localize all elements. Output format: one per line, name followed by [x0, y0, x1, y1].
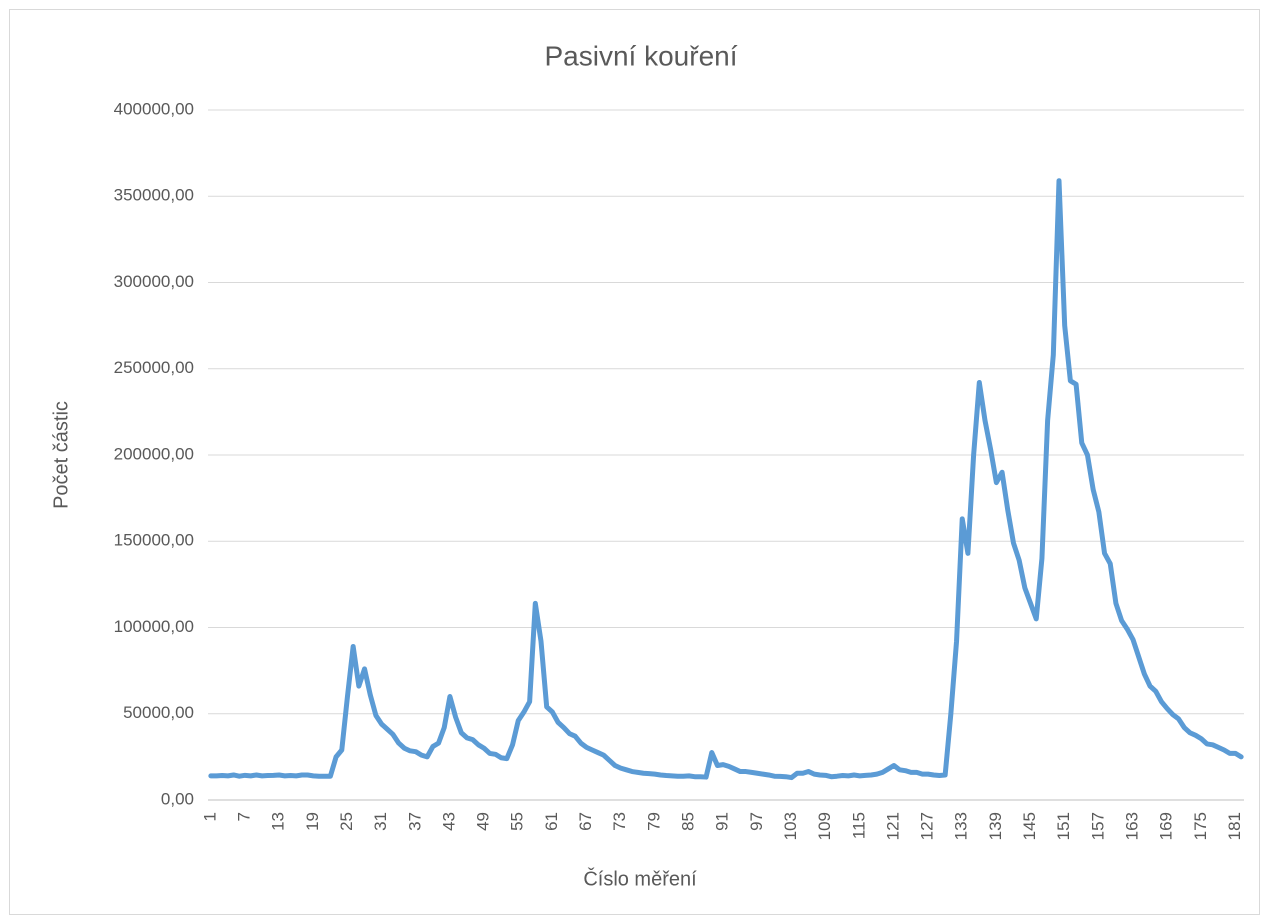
x-tick-label: 109 — [815, 812, 834, 840]
y-tick-label: 200000,00 — [114, 444, 194, 463]
y-tick-label: 150000,00 — [114, 531, 194, 550]
x-tick-label: 181 — [1225, 812, 1244, 840]
x-tick-label: 67 — [576, 812, 595, 831]
x-tick-label: 91 — [713, 812, 732, 831]
y-tick-label: 350000,00 — [114, 186, 194, 205]
x-tick-label: 115 — [849, 812, 868, 839]
x-tick-label: 1 — [200, 812, 219, 821]
x-tick-label: 145 — [1020, 812, 1039, 840]
y-tick-label: 100000,00 — [114, 617, 194, 636]
x-tick-label: 103 — [781, 812, 800, 840]
x-tick-label: 175 — [1191, 812, 1210, 840]
x-tick-label: 19 — [303, 812, 322, 831]
x-tick-label: 7 — [234, 812, 253, 821]
x-tick-label: 55 — [508, 812, 527, 831]
x-tick-label: 151 — [1054, 812, 1073, 840]
x-tick-label: 25 — [337, 812, 356, 831]
y-tick-label: 250000,00 — [114, 358, 194, 377]
x-tick-label: 169 — [1157, 812, 1176, 840]
x-tick-label: 157 — [1088, 812, 1107, 840]
y-axis-label: Počet částic — [50, 401, 72, 509]
x-tick-label: 97 — [747, 812, 766, 831]
x-tick-label: 43 — [439, 812, 458, 831]
x-tick-label: 61 — [542, 812, 561, 831]
x-tick-label: 31 — [371, 812, 390, 831]
chart-border — [9, 9, 1260, 915]
x-tick-label: 37 — [405, 812, 424, 831]
chart-title: Pasivní kouření — [545, 40, 738, 71]
x-tick-label: 163 — [1122, 812, 1141, 840]
y-tick-label: 50000,00 — [123, 703, 194, 722]
y-tick-label: 300000,00 — [114, 272, 194, 291]
y-tick-label: 400000,00 — [114, 99, 194, 118]
x-tick-label: 85 — [678, 812, 697, 831]
y-tick-label: 0,00 — [161, 789, 194, 808]
x-tick-label: 73 — [610, 812, 629, 831]
line-series — [208, 178, 1244, 781]
x-tick-label: 139 — [986, 812, 1005, 840]
x-axis-label: Číslo měření — [583, 867, 697, 890]
x-tick-label: 127 — [918, 812, 937, 840]
x-tick-label: 13 — [269, 812, 288, 831]
x-tick-label: 121 — [883, 812, 902, 840]
x-tick-label: 79 — [644, 812, 663, 831]
x-tick-label: 133 — [952, 812, 971, 840]
x-tick-label: 49 — [474, 812, 493, 831]
